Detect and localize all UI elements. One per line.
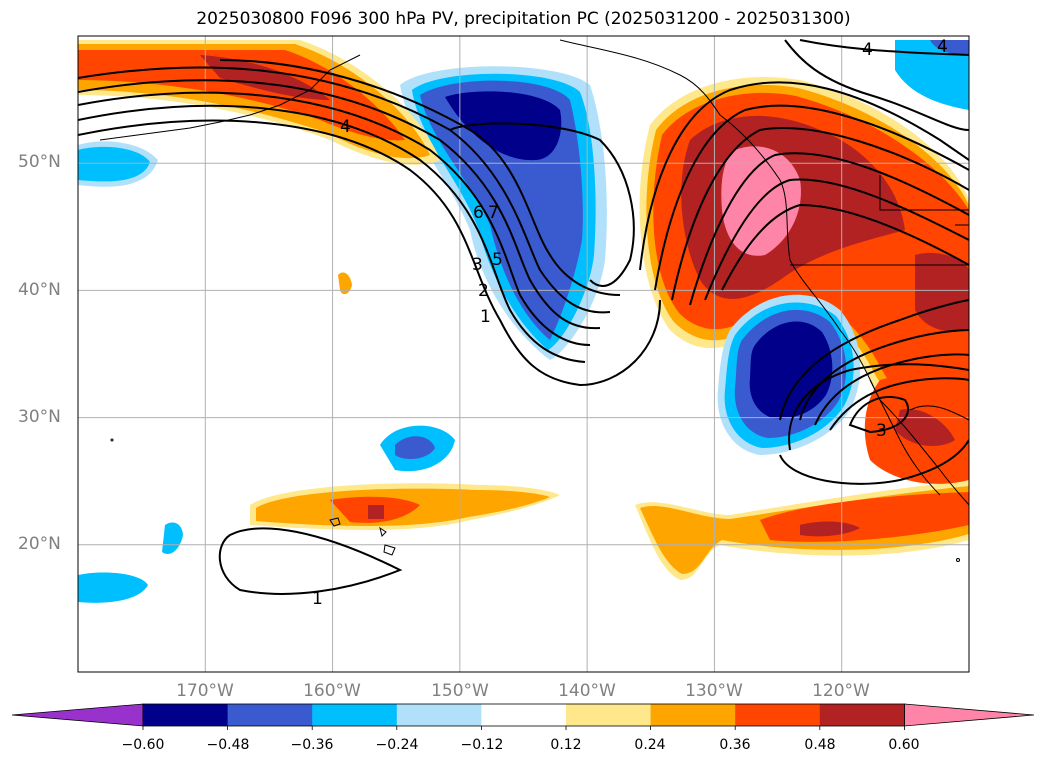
- pv-contour: [784, 39, 969, 131]
- blue-shading: [78, 146, 150, 182]
- island: [383, 544, 396, 556]
- contour-label: 1: [312, 589, 323, 609]
- lon-label-150w: 150°W: [431, 681, 489, 701]
- lat-label-40n: 40°N: [18, 280, 61, 300]
- contour-label-group: 4 4 4 6 7 5 3 2 1 3 1: [312, 37, 948, 609]
- pv-contour: [799, 329, 969, 421]
- gridlines: [78, 36, 969, 672]
- pv-contour: [449, 122, 635, 287]
- pv-contour: [78, 104, 586, 363]
- red-shading: [800, 521, 860, 537]
- pv-contour: [639, 81, 969, 271]
- colorbar-segment: [143, 704, 229, 726]
- pv-contour: [689, 152, 969, 306]
- colorbar-extend-high: [904, 703, 1035, 727]
- contour-label: 2: [478, 281, 489, 301]
- colorbar-tick-label: 0.48: [804, 737, 836, 753]
- colorbar-segment: [650, 704, 736, 726]
- orange-shading: [338, 272, 352, 295]
- island: [110, 438, 114, 442]
- colorbar-tick-label: −0.36: [290, 737, 334, 753]
- colorbar-segment: [396, 704, 482, 726]
- pv-contour: [779, 299, 969, 421]
- map-title: 2025030800 F096 300 hPa PV, precipitatio…: [196, 9, 851, 29]
- orange-shading: [915, 252, 969, 332]
- colorbar-segment: [227, 704, 313, 726]
- colorbar-segment: [312, 704, 398, 726]
- colorbar-tick-label: 0.24: [634, 737, 666, 753]
- blue-shading: [395, 436, 435, 460]
- pv-contour: [788, 363, 969, 451]
- contour-label: 4: [340, 117, 351, 137]
- pv-contour: [78, 79, 601, 330]
- contour-label: 3: [876, 421, 887, 441]
- coastline: [99, 54, 361, 141]
- pv-contours: [78, 39, 969, 595]
- blue-shading: [78, 572, 148, 603]
- lon-label-160w: 160°W: [303, 681, 361, 701]
- pv-contour: [671, 127, 969, 301]
- pv-contour: [219, 59, 621, 296]
- contour-label: 1: [480, 307, 491, 327]
- island: [329, 517, 341, 527]
- coastline: [869, 379, 941, 496]
- pv-contour: [779, 439, 969, 485]
- coastlines: [99, 39, 969, 562]
- contour-label: 3: [472, 255, 483, 275]
- contour-label: 6: [473, 203, 484, 223]
- contour-label: 4: [937, 37, 948, 57]
- contour-label: 4: [862, 40, 873, 60]
- colorbar-extend-low: [11, 703, 144, 727]
- colorbar-tick-label: −0.60: [121, 737, 165, 753]
- red-shading: [368, 505, 384, 519]
- blue-shading: [445, 91, 562, 161]
- coastline: [909, 405, 969, 421]
- pv-contour: [218, 527, 403, 595]
- lon-label-140w: 140°W: [558, 681, 616, 701]
- coastline: [559, 39, 969, 506]
- island: [956, 558, 960, 562]
- pink-shading: [721, 146, 801, 256]
- colorbar-tick-label: 0.60: [888, 737, 920, 753]
- red-shading: [895, 409, 955, 446]
- lon-label-130w: 130°W: [685, 681, 743, 701]
- pv-contour: [78, 91, 591, 346]
- pv-contour: [848, 396, 910, 434]
- pv-contour: [814, 353, 969, 426]
- colorbar: [11, 703, 1035, 730]
- colorbar-segment: [566, 704, 652, 726]
- colorbar-segment: [735, 704, 821, 726]
- map-frame: [77, 35, 970, 673]
- pv-contour: [721, 203, 969, 291]
- coastline: [879, 175, 969, 211]
- colorbar-tick-label: −0.12: [460, 737, 504, 753]
- contour-label: 5: [492, 250, 503, 270]
- contour-label: 7: [488, 203, 499, 223]
- colorbar-tick-label: −0.48: [206, 737, 250, 753]
- pv-contour: [799, 39, 969, 56]
- blue-shading: [162, 522, 183, 555]
- colorbar-tick-label: 0.12: [550, 737, 582, 753]
- lat-label-50n: 50°N: [18, 152, 61, 172]
- colorbar-segment: [481, 704, 567, 726]
- lon-label-120w: 120°W: [812, 681, 870, 701]
- blue-shading: [930, 40, 969, 55]
- pv-contour: [829, 377, 969, 431]
- blue-shading: [895, 40, 969, 110]
- pv-contour: [78, 119, 661, 387]
- colorbar-tick-label: 0.36: [719, 737, 751, 753]
- pv-contour: [704, 178, 969, 301]
- lat-label-30n: 30°N: [18, 407, 61, 427]
- colorbar-segment: [819, 704, 905, 726]
- colorbar-tick-label: −0.24: [375, 737, 419, 753]
- pv-contour: [654, 104, 969, 291]
- colorbar-frame: [142, 703, 905, 727]
- island: [379, 526, 387, 537]
- pv-contour: [78, 66, 611, 314]
- lat-label-20n: 20°N: [18, 534, 61, 554]
- lon-label-170w: 170°W: [176, 681, 234, 701]
